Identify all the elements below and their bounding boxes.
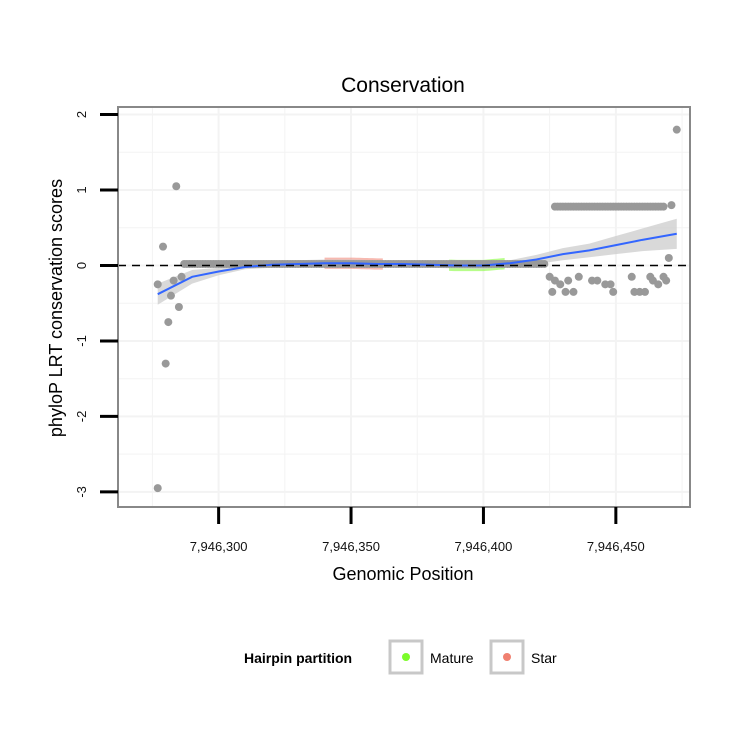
data-point (654, 280, 663, 289)
data-point (664, 253, 673, 262)
smooth-line-path (157, 232, 677, 296)
data-point (574, 272, 583, 281)
legend-entry-star: Star (489, 639, 557, 675)
y-axis: -3 -2 -1 0 1 2 (74, 111, 118, 498)
data-point (153, 280, 162, 289)
grid (118, 107, 690, 507)
data-point (627, 272, 636, 281)
smooth-line (157, 232, 677, 296)
data-point (606, 280, 615, 289)
data-point (159, 242, 168, 251)
panel-background (118, 107, 690, 507)
data-point (164, 318, 173, 327)
legend-dot-mature (402, 653, 410, 661)
data-point (540, 259, 549, 268)
data-point (609, 287, 618, 296)
y-tick-label: -2 (74, 411, 89, 423)
data-point (569, 287, 578, 296)
panel-border-rect (117, 106, 691, 508)
y-axis-title: phyloP LRT conservation scores (46, 179, 66, 437)
legend-dot-star (503, 653, 511, 661)
data-point (593, 276, 602, 285)
panel-border (117, 106, 691, 508)
data-point (556, 280, 565, 289)
data-point (548, 287, 557, 296)
x-tick-label: 7,946,450 (587, 539, 645, 554)
data-point (177, 272, 186, 281)
legend-entry-mature: Mature (388, 639, 474, 675)
chart-title: Conservation (341, 74, 465, 97)
x-tick-label: 7,946,300 (190, 539, 248, 554)
y-tick-label: 0 (74, 262, 89, 269)
y-tick-label: -3 (74, 486, 89, 498)
data-point (659, 202, 668, 211)
x-axis-title: Genomic Position (332, 564, 473, 584)
legend-label-star: Star (531, 650, 557, 666)
data-point (561, 287, 570, 296)
data-point (672, 125, 681, 134)
data-point (153, 484, 162, 493)
y-tick-label: 1 (74, 186, 89, 193)
data-point (667, 201, 676, 210)
data-point (172, 182, 181, 191)
x-tick-label: 7,946,350 (322, 539, 380, 554)
data-point (174, 303, 183, 311)
x-axis: 7,946,300 7,946,350 7,946,400 7,946,450 (190, 507, 645, 554)
y-tick-label: -1 (74, 335, 89, 347)
data-point (662, 276, 671, 285)
legend-label-mature: Mature (430, 650, 474, 666)
x-tick-label: 7,946,400 (455, 539, 513, 554)
data-point (640, 287, 649, 296)
legend: Hairpin partition Mature Star (244, 639, 557, 675)
data-point (169, 276, 178, 285)
legend-title: Hairpin partition (244, 650, 352, 666)
y-tick-label: 2 (74, 111, 89, 118)
plot-panel (118, 107, 690, 507)
data-point (161, 359, 170, 368)
data-point (166, 291, 175, 300)
data-point (564, 276, 573, 285)
